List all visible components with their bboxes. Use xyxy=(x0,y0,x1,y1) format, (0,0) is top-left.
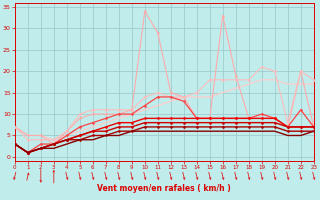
X-axis label: Vent moyen/en rafales ( km/h ): Vent moyen/en rafales ( km/h ) xyxy=(97,184,231,193)
